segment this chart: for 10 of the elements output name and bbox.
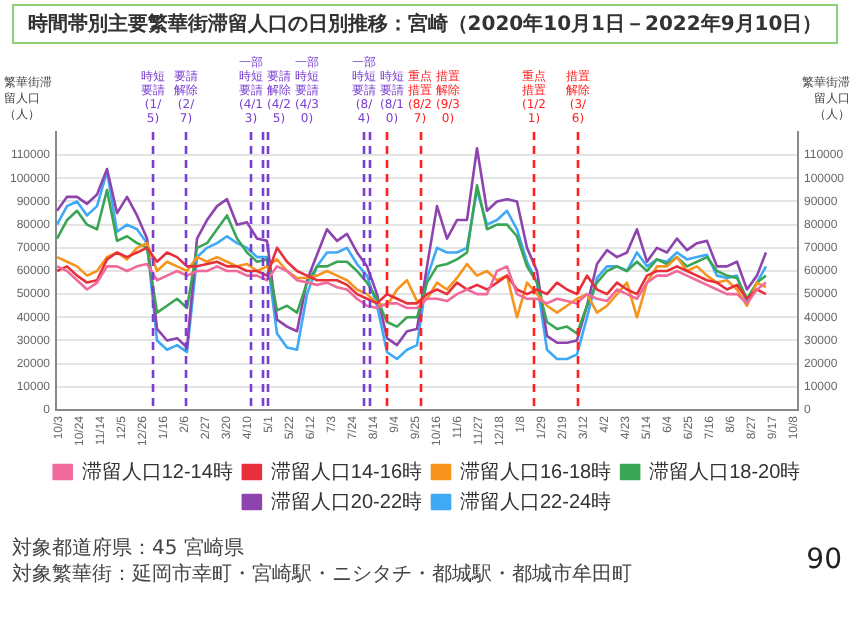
text: 対象都道府県：45 宮崎県 bbox=[12, 536, 246, 562]
legend-label: 滞留人口22-24時 bbox=[460, 489, 612, 514]
legend-label: 滞留人口20-22時 bbox=[270, 489, 422, 514]
chart-title: 時間帯別主要繁華街滞留人口の日別推移：宮崎（2020年10月1日－2022年9月10日） bbox=[12, 4, 838, 44]
legend-label: 滞留人口12-14時 bbox=[81, 459, 233, 484]
legend-label: 滞留人口14-16時 bbox=[270, 459, 422, 484]
legend-label: 滞留人口18-20時 bbox=[649, 459, 801, 484]
text: 対象繁華街：延岡市幸町・宮崎駅・ニシタチ・都城駅・都城市牟田町 bbox=[12, 562, 634, 588]
text: 90 bbox=[806, 544, 842, 576]
legend-label: 滞留人口16-18時 bbox=[460, 459, 612, 484]
